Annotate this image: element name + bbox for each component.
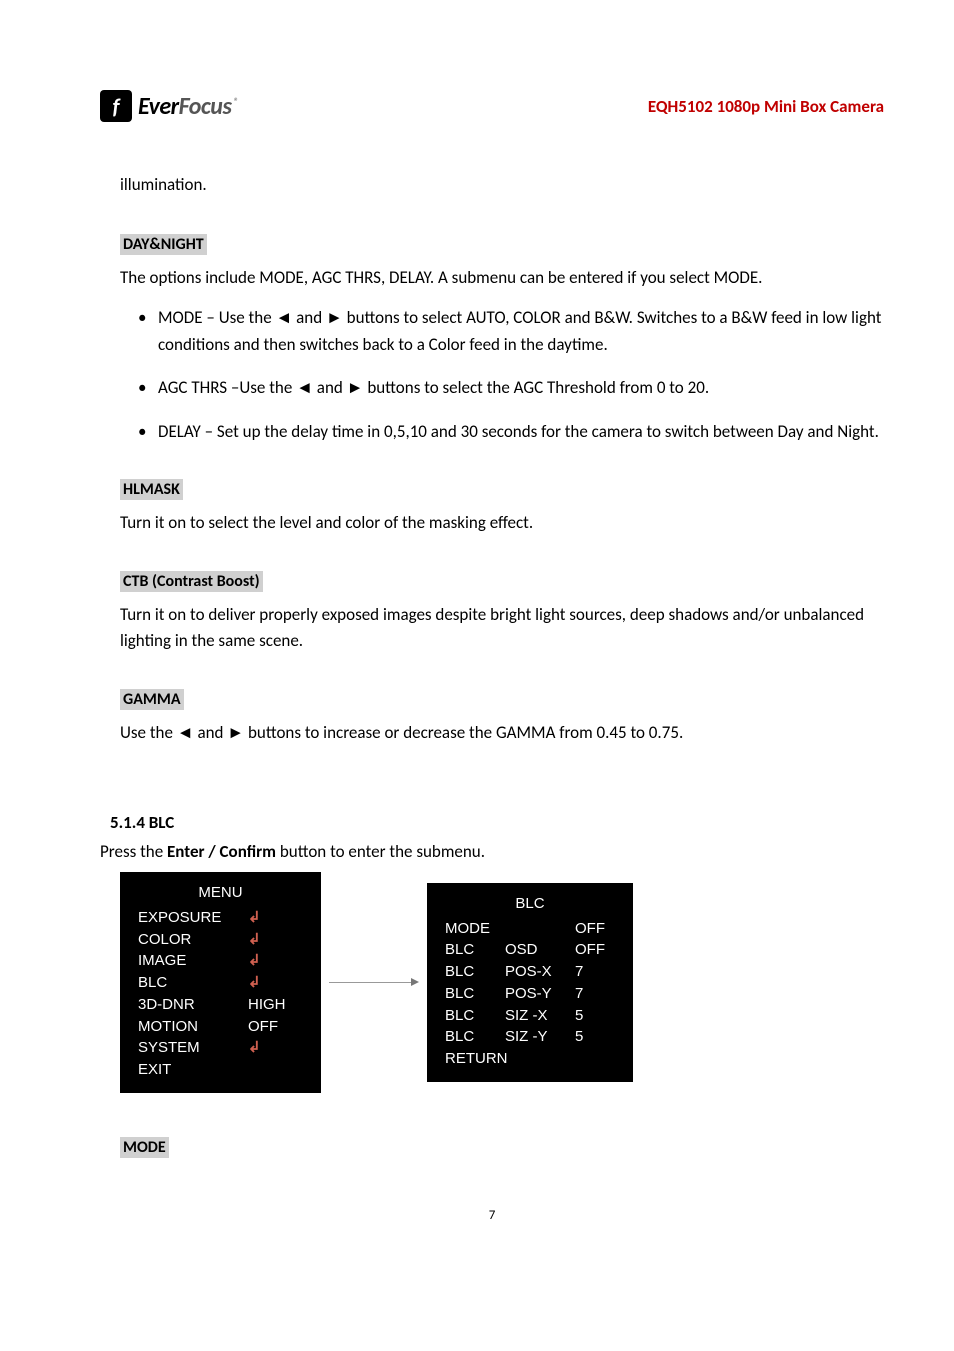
menu-row: MODEOFF bbox=[445, 918, 615, 940]
menu-row: EXIT bbox=[138, 1059, 303, 1081]
menu-row: BLCSIZ -Y5 bbox=[445, 1026, 615, 1048]
list-item: MODE – Use the ◄ and ► buttons to select… bbox=[158, 304, 884, 358]
press-1: Press the bbox=[100, 841, 167, 862]
menu-row: BLCPOS-X7 bbox=[445, 961, 615, 983]
menu-row: BLCSIZ -X5 bbox=[445, 1005, 615, 1027]
ctb-desc: Turn it on to deliver properly exposed i… bbox=[100, 602, 884, 653]
osd-menu-main: MENU EXPOSURE↲ COLOR↲ IMAGE↲ BLC↲ 3D-DNR… bbox=[120, 872, 321, 1093]
logo-brand-1: Ever bbox=[138, 92, 179, 121]
intro-text: illumination. bbox=[100, 172, 884, 198]
menu-row: IMAGE↲ bbox=[138, 950, 303, 972]
logo-icon: f bbox=[100, 90, 132, 122]
list-item: AGC THRS –Use the ◄ and ► buttons to sel… bbox=[158, 374, 884, 401]
arrow-right-icon bbox=[411, 978, 419, 986]
daynight-label: DAY&NIGHT bbox=[120, 234, 207, 255]
menu-row: BLCOSDOFF bbox=[445, 939, 615, 961]
document-title: EQH5102 1080p Mini Box Camera bbox=[648, 96, 884, 117]
menu2-title: BLC bbox=[445, 895, 615, 912]
menu-row: BLCPOS-Y7 bbox=[445, 983, 615, 1005]
logo: f EverFocus® bbox=[100, 90, 238, 122]
menu-screenshot: MENU EXPOSURE↲ COLOR↲ IMAGE↲ BLC↲ 3D-DNR… bbox=[120, 872, 884, 1093]
hlmask-desc: Turn it on to select the level and color… bbox=[100, 510, 884, 536]
daynight-list: MODE – Use the ◄ and ► buttons to select… bbox=[100, 304, 884, 445]
page-header: f EverFocus® EQH5102 1080p Mini Box Came… bbox=[100, 90, 884, 122]
menu-row: 3D-DNRHIGH bbox=[138, 994, 303, 1016]
mode-label: MODE bbox=[120, 1137, 169, 1158]
logo-brand-2: Focus bbox=[179, 92, 232, 121]
daynight-desc: The options include MODE, AGC THRS, DELA… bbox=[100, 265, 884, 291]
press-bold: Enter / Confirm bbox=[167, 841, 276, 862]
hlmask-label: HLMASK bbox=[120, 479, 183, 500]
page-number: 7 bbox=[100, 1208, 884, 1223]
gamma-desc: Use the ◄ and ► buttons to increase or d… bbox=[100, 720, 884, 746]
menu-arrow bbox=[329, 978, 419, 986]
menu-row: EXPOSURE↲ bbox=[138, 907, 303, 929]
menu2-rows: MODEOFF BLCOSDOFF BLCPOS-X7 BLCPOS-Y7 BL… bbox=[445, 918, 615, 1070]
press-2: button to enter the submenu. bbox=[276, 841, 485, 862]
menu-row: COLOR↲ bbox=[138, 929, 303, 951]
osd-menu-blc: BLC MODEOFF BLCOSDOFF BLCPOS-X7 BLCPOS-Y… bbox=[427, 883, 633, 1082]
blc-heading: 5.1.4 BLC bbox=[110, 812, 884, 833]
logo-text: EverFocus® bbox=[138, 92, 238, 121]
menu1-rows: EXPOSURE↲ COLOR↲ IMAGE↲ BLC↲ 3D-DNRHIGH … bbox=[138, 907, 303, 1081]
list-item: DELAY – Set up the delay time in 0,5,10 … bbox=[158, 418, 884, 445]
menu-row: MOTIONOFF bbox=[138, 1016, 303, 1038]
menu-row: BLC↲ bbox=[138, 972, 303, 994]
gamma-label: GAMMA bbox=[120, 689, 184, 710]
menu-row: SYSTEM↲ bbox=[138, 1037, 303, 1059]
blc-press-text: Press the Enter / Confirm button to ente… bbox=[100, 841, 884, 862]
menu1-title: MENU bbox=[138, 884, 303, 901]
ctb-label: CTB (Contrast Boost) bbox=[120, 571, 263, 592]
menu-row: RETURN bbox=[445, 1048, 615, 1070]
